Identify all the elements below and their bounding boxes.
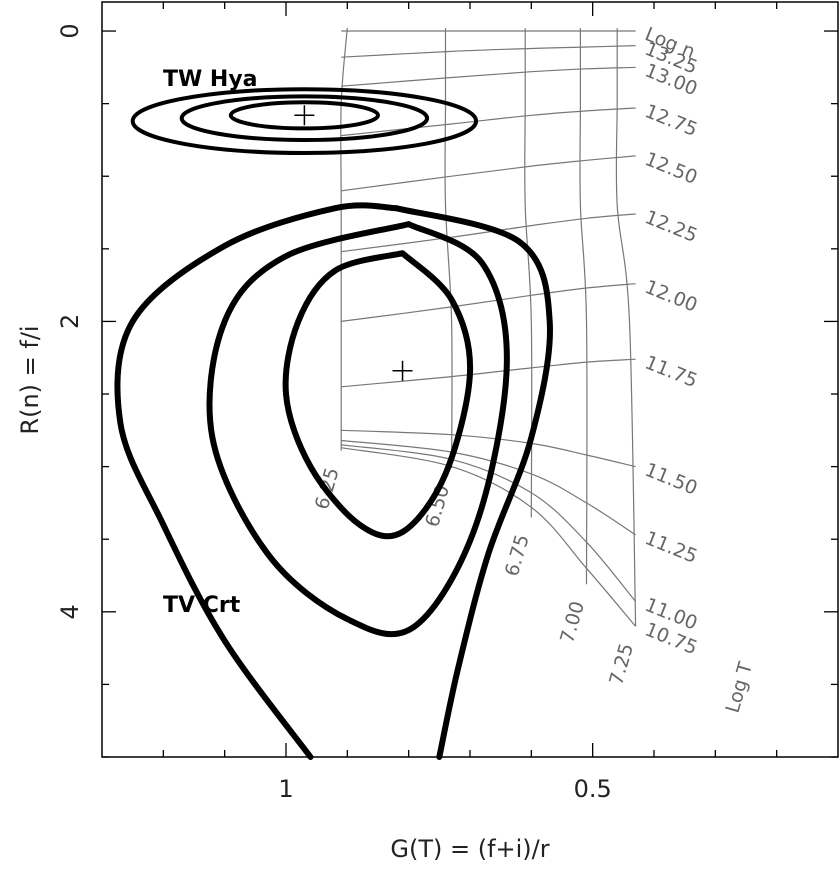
- temperature-curve: [524, 28, 533, 518]
- best-fit-marker: [392, 360, 413, 381]
- density-curve: [341, 447, 637, 627]
- confidence-contour: [114, 202, 400, 760]
- temperature-curve: [615, 28, 637, 627]
- confidence-contour: [282, 250, 474, 540]
- density-curve: [341, 107, 636, 137]
- object-label-tv-crt: TV Crt: [163, 593, 241, 618]
- axis-ticks: 1 0.5 0 2 4: [56, 2, 838, 803]
- x-tick-label: 1: [278, 775, 293, 803]
- density-curve: [341, 429, 636, 468]
- density-curve: [341, 444, 637, 602]
- confidence-contour: [393, 205, 553, 760]
- confidence-contour: [228, 100, 380, 131]
- density-curve: [341, 358, 636, 388]
- x-axis-title: G(T) = (f+i)/r: [390, 835, 549, 863]
- density-curve: [341, 283, 636, 322]
- confidence-contour: [130, 87, 479, 155]
- confidence-contour: [206, 221, 510, 638]
- confidence-contour: [179, 94, 430, 142]
- best-fit-marker: [294, 105, 315, 126]
- temperature-curve: [579, 28, 588, 585]
- density-curve: [341, 66, 636, 87]
- density-curve: [341, 213, 636, 253]
- object-label-tw-hya: TW Hya: [163, 67, 258, 92]
- y-tick-label: 4: [56, 604, 84, 619]
- x-tick-label: 0.5: [574, 775, 612, 803]
- density-curve: [341, 155, 636, 192]
- y-axis-title: R(n) = f/i: [16, 325, 44, 434]
- y-tick-label: 0: [56, 23, 84, 38]
- density-curve: [341, 45, 636, 58]
- y-tick-label: 2: [56, 314, 84, 329]
- confidence-contours: [114, 87, 553, 760]
